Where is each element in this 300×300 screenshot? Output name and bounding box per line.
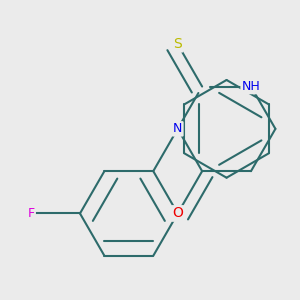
Text: F: F bbox=[28, 207, 35, 220]
Text: O: O bbox=[172, 206, 183, 220]
Text: NH: NH bbox=[242, 80, 260, 93]
Text: S: S bbox=[173, 37, 182, 51]
Text: N: N bbox=[173, 122, 182, 135]
